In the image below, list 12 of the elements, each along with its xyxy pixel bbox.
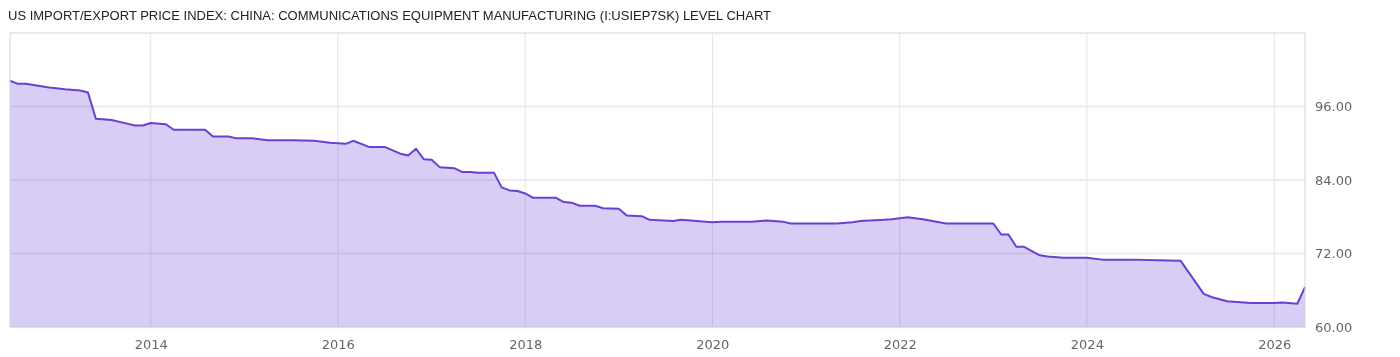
chart-title: US IMPORT/EXPORT PRICE INDEX: CHINA: COMMUNICATIONS EQUIPMENT MANUFACTURING (I:USIEP7SK) LEVEL CHART [8,8,772,23]
x-tick-label: 2016 [321,337,355,353]
x-tick-label: 2022 [883,337,917,353]
x-tick-label: 2020 [696,337,730,353]
x-tick-label: 2018 [509,337,543,353]
x-tick-label: 2024 [1070,337,1104,353]
y-tick-label: 96.00 [1315,99,1353,115]
y-tick-label: 72.00 [1315,246,1353,262]
x-tick-label: 2014 [134,337,168,353]
y-tick-label: 84.00 [1315,172,1353,188]
y-tick-label: 60.00 [1315,319,1353,335]
x-tick-label: 2026 [1258,337,1292,353]
